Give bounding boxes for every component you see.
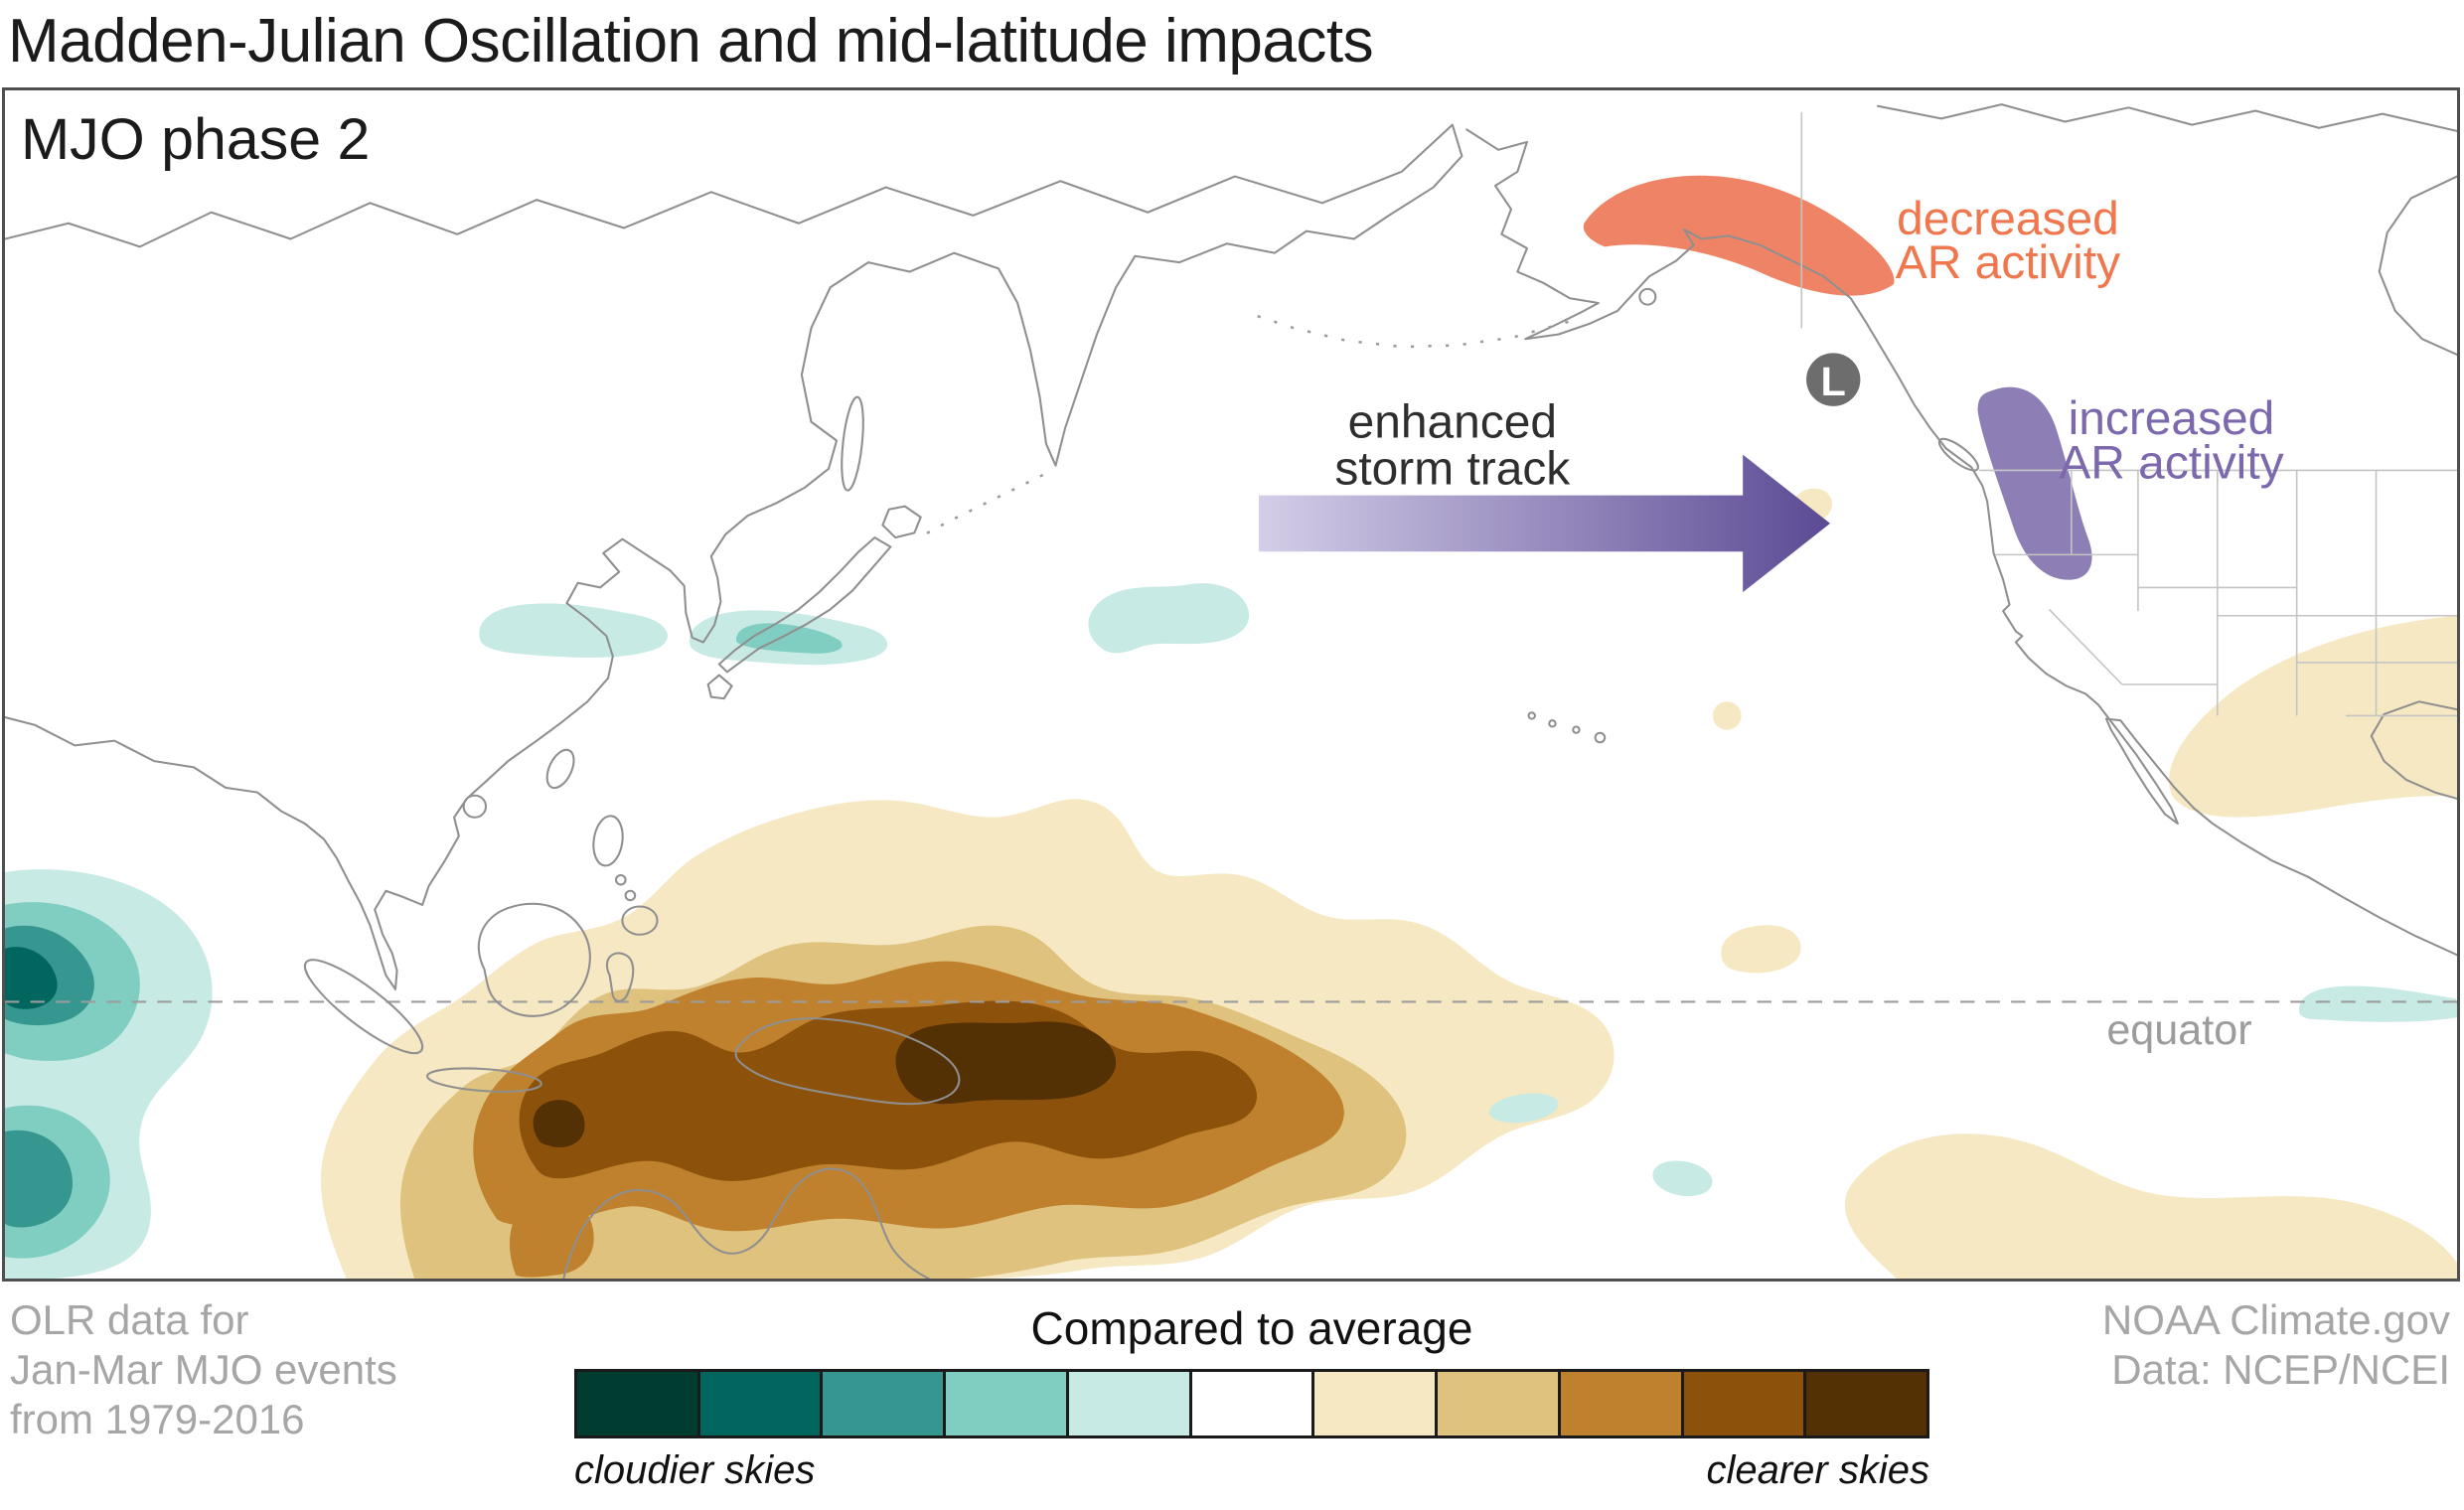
- credit-line1: NOAA Climate.gov: [2101, 1296, 2450, 1343]
- colorbar-cell: [577, 1372, 700, 1435]
- island-hainan: [462, 794, 488, 819]
- storm-track-label-line2: storm track: [1334, 443, 1570, 496]
- island-kodiak: [1638, 287, 1657, 306]
- island-borneo: [477, 902, 591, 1017]
- source-note: OLR data for Jan-Mar MJO events from 197…: [10, 1295, 397, 1444]
- island-visayas-1: [614, 873, 627, 886]
- teal-contour-dark-lower: [5, 1130, 74, 1228]
- decreased-ar-region: [1583, 175, 1895, 296]
- island-vancouver: [1937, 437, 1979, 472]
- island-mindanao: [621, 905, 659, 936]
- island-visayas-2: [624, 889, 637, 902]
- island-new-guinea: [734, 1017, 961, 1106]
- island-hawaii-4: [1594, 731, 1607, 744]
- legend: Compared to average cloudier skies clear…: [574, 1301, 1929, 1493]
- figure-title: Madden-Julian Oscillation and mid-latitu…: [8, 7, 1374, 76]
- colorbar-cell: [1806, 1372, 1927, 1435]
- coastline-asia: [5, 123, 1463, 990]
- colorbar-cell: [1683, 1372, 1807, 1435]
- credit: NOAA Climate.gov Data: NCEP/NCEI: [2102, 1295, 2450, 1395]
- island-hawaii-1: [1527, 711, 1536, 720]
- tan-patch-baja: [2169, 615, 2457, 818]
- tan-patch-bottom-right: [1844, 1133, 2457, 1279]
- island-sulawesi: [605, 952, 635, 1002]
- island-hawaii-3: [1572, 725, 1581, 734]
- political-borders: [1800, 112, 2457, 717]
- decreased-ar-label-line1: decreased: [1897, 193, 2119, 245]
- legend-labels: cloudier skies clearer skies: [574, 1448, 1929, 1493]
- brown-core-small: [533, 1100, 585, 1147]
- island-chain-aleutians: [1245, 311, 1569, 349]
- teal-patch-midpacific: [1088, 583, 1250, 654]
- equator-label: equator: [2106, 1006, 2251, 1054]
- island-sumatra: [303, 959, 424, 1055]
- coastline-australia: [562, 1167, 930, 1279]
- colorbar-cell: [1560, 1372, 1684, 1435]
- pacific-map: L MJO phase 2 enhanced storm track decre…: [5, 103, 2457, 1279]
- tan-patch-ne: [1721, 925, 1801, 974]
- tan-patch-small: [1712, 701, 1742, 730]
- colorbar-cell: [1068, 1372, 1192, 1435]
- brown-core: [895, 1021, 1117, 1105]
- teal-patch-japan-west: [479, 603, 668, 658]
- low-pressure-letter: L: [1821, 359, 1846, 404]
- colorbar-cell: [1191, 1372, 1315, 1435]
- storm-track-arrow: [1258, 454, 1831, 593]
- phase-label: MJO phase 2: [21, 108, 370, 173]
- cloudier-anomaly-regions: [5, 583, 2457, 1279]
- teal-core: [5, 947, 58, 1009]
- increased-ar-region: [1977, 386, 2092, 580]
- decreased-ar-label-line2: AR activity: [1896, 236, 2120, 289]
- source-note-line2: Jan-Mar MJO events: [10, 1346, 397, 1393]
- island-hawaii-2: [1548, 719, 1557, 728]
- colorbar-cell: [1314, 1372, 1439, 1435]
- low-pressure-circle: [1806, 353, 1861, 406]
- colorbar-cell: [1438, 1372, 1561, 1435]
- increased-ar-label-line2: AR activity: [2059, 437, 2283, 490]
- legend-title: Compared to average: [1030, 1302, 1473, 1354]
- coastline-gulf-of-mexico: [2370, 700, 2457, 800]
- coastline-arctic-canada: [1876, 103, 2457, 132]
- clearer-anomaly-regions: [320, 488, 2457, 1279]
- island-honshu: [717, 536, 892, 674]
- legend-right-label: clearer skies: [1706, 1448, 1929, 1492]
- island-luzon: [592, 815, 624, 867]
- increased-ar-label-line1: increased: [2069, 393, 2275, 446]
- colorbar-cell: [946, 1372, 1069, 1435]
- teal-patch-east-equator: [2299, 985, 2457, 1022]
- credit-line2: Data: NCEP/NCEI: [2111, 1346, 2450, 1393]
- state-border-ca-nv: [2048, 608, 2123, 685]
- teal-speck-1: [1488, 1093, 1559, 1124]
- island-hokkaido: [881, 505, 922, 539]
- teal-speck-2: [1652, 1160, 1713, 1197]
- source-note-line1: OLR data for: [10, 1296, 249, 1343]
- brown-contour-3-spur: [509, 1192, 594, 1278]
- colorbar-cell: [823, 1372, 947, 1435]
- coastline-north-america: [1465, 128, 2457, 957]
- island-taiwan: [545, 748, 575, 790]
- island-java: [426, 1067, 542, 1093]
- coastlines: [5, 103, 2457, 1279]
- colorbar: [574, 1369, 1929, 1438]
- map-panel: L MJO phase 2 enhanced storm track decre…: [2, 87, 2460, 1282]
- low-pressure-marker: L: [1806, 353, 1861, 406]
- island-sakhalin: [841, 395, 864, 492]
- island-kyushu: [706, 674, 733, 700]
- colorbar-cell: [699, 1372, 824, 1435]
- island-chain-kurils: [918, 474, 1044, 539]
- legend-left-label: cloudier skies: [574, 1448, 816, 1492]
- source-note-line3: from 1979-2016: [10, 1396, 305, 1442]
- coastline-hudson-bay: [2378, 175, 2457, 356]
- storm-track-label-line1: enhanced: [1348, 396, 1557, 449]
